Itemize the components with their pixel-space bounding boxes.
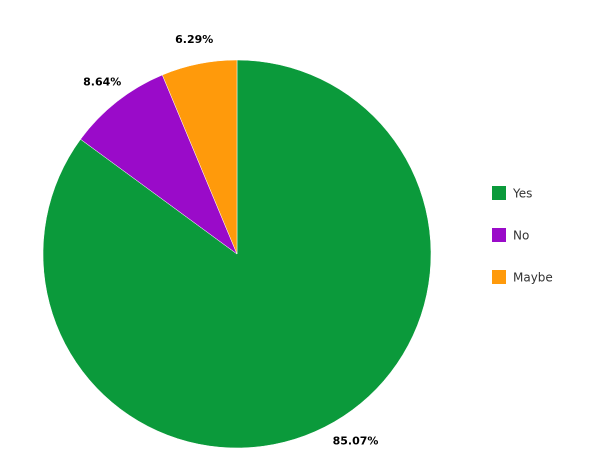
- legend-swatch: [492, 228, 506, 242]
- data-label: 85.07%: [333, 434, 379, 447]
- legend-label: Maybe: [513, 271, 553, 285]
- legend-label: No: [513, 229, 529, 243]
- data-label: 8.64%: [83, 76, 121, 89]
- pie-slice: [161, 59, 238, 255]
- legend-swatch: [492, 270, 506, 284]
- data-label: 6.29%: [175, 33, 213, 46]
- pie-slice: [80, 74, 238, 255]
- legend-swatch: [492, 186, 506, 200]
- legend-label: Yes: [512, 187, 532, 201]
